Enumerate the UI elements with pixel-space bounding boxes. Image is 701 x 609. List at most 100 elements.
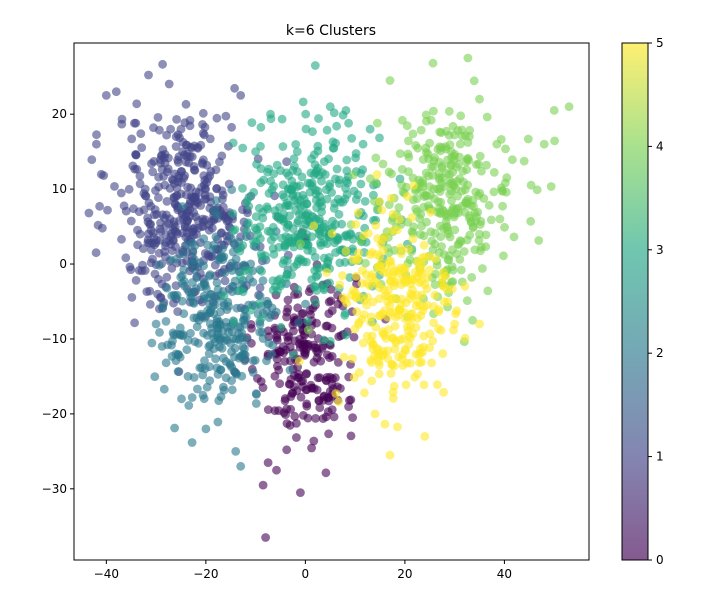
scatter-point bbox=[384, 325, 393, 334]
scatter-point bbox=[236, 351, 246, 361]
scatter-point bbox=[437, 279, 447, 289]
scatter-point bbox=[92, 130, 101, 140]
scatter-point bbox=[370, 409, 380, 419]
scatter-point bbox=[206, 252, 216, 262]
scatter-point bbox=[459, 247, 469, 256]
scatter-point bbox=[398, 334, 408, 344]
scatter-point bbox=[285, 365, 295, 375]
scatter-point bbox=[229, 282, 238, 291]
scatter-point bbox=[221, 373, 231, 383]
scatter-point bbox=[191, 284, 201, 294]
scatter-point bbox=[403, 149, 413, 159]
scatter-point bbox=[424, 201, 433, 210]
scatter-point bbox=[192, 322, 202, 332]
scatter-point bbox=[172, 115, 182, 124]
scatter-point bbox=[209, 240, 219, 250]
scatter-point bbox=[202, 284, 211, 294]
scatter-point bbox=[474, 235, 484, 245]
scatter-point bbox=[251, 389, 261, 399]
scatter-point bbox=[322, 268, 332, 277]
scatter-point bbox=[218, 243, 228, 253]
scatter-point bbox=[127, 293, 137, 302]
scatter-point bbox=[406, 333, 415, 343]
colorbar-frame bbox=[621, 42, 649, 561]
scatter-point bbox=[307, 246, 317, 256]
scatter-point bbox=[345, 395, 354, 405]
scatter-point bbox=[155, 328, 164, 337]
scatter-point bbox=[358, 338, 368, 348]
scatter-point bbox=[348, 413, 357, 422]
scatter-point bbox=[309, 340, 318, 350]
scatter-point bbox=[498, 201, 507, 211]
scatter-point bbox=[482, 160, 491, 170]
scatter-point bbox=[180, 281, 189, 291]
scatter-point bbox=[408, 173, 418, 183]
scatter-point bbox=[121, 253, 131, 263]
scatter-point bbox=[314, 114, 323, 123]
scatter-point bbox=[231, 447, 241, 456]
scatter-point bbox=[475, 151, 485, 161]
scatter-point bbox=[131, 118, 141, 128]
scatter-point bbox=[294, 370, 304, 379]
scatter-point bbox=[380, 232, 390, 242]
scatter-point bbox=[205, 376, 215, 385]
scatter-point bbox=[296, 488, 305, 497]
scatter-point bbox=[212, 113, 222, 123]
scatter-point bbox=[281, 232, 291, 241]
scatter-point bbox=[301, 299, 310, 309]
scatter-point bbox=[409, 222, 418, 232]
scatter-point bbox=[124, 184, 134, 194]
scatter-point bbox=[339, 352, 349, 362]
scatter-point bbox=[434, 307, 443, 317]
scatter-point bbox=[238, 184, 247, 193]
scatter-point bbox=[416, 265, 426, 275]
scatter-point bbox=[404, 167, 413, 177]
scatter-point bbox=[418, 188, 428, 198]
scatter-point bbox=[457, 131, 467, 141]
scatter-point bbox=[226, 234, 236, 243]
scatter-point bbox=[256, 122, 266, 132]
scatter-point bbox=[261, 533, 270, 542]
scatter-point bbox=[526, 216, 536, 226]
scatter-point bbox=[385, 76, 395, 85]
scatter-point bbox=[404, 244, 413, 254]
scatter-point bbox=[305, 305, 315, 315]
scatter-point bbox=[167, 175, 177, 184]
scatter-point bbox=[274, 365, 284, 375]
scatter-point bbox=[170, 423, 180, 433]
scatter-point bbox=[227, 258, 237, 268]
scatter-point bbox=[236, 334, 245, 343]
scatter-point bbox=[220, 268, 230, 278]
scatter-point bbox=[148, 167, 158, 177]
scatter-point bbox=[421, 143, 431, 153]
scatter-point bbox=[295, 195, 305, 205]
scatter-point bbox=[549, 106, 559, 115]
scatter-point bbox=[353, 190, 363, 200]
scatter-point bbox=[217, 151, 227, 161]
scatter-point bbox=[433, 144, 443, 154]
scatter-point bbox=[411, 204, 421, 214]
scatter-point bbox=[327, 229, 337, 238]
scatter-point bbox=[162, 272, 172, 282]
scatter-point bbox=[282, 223, 292, 233]
scatter-point bbox=[326, 336, 335, 346]
scatter-point bbox=[373, 262, 383, 271]
scatter-point bbox=[374, 360, 384, 370]
scatter-point bbox=[373, 234, 383, 243]
scatter-point bbox=[177, 394, 186, 404]
chart-title: k=6 Clusters bbox=[286, 23, 376, 39]
scatter-point bbox=[134, 207, 144, 217]
scatter-point bbox=[136, 129, 146, 139]
scatter-point bbox=[564, 102, 574, 112]
scatter-point bbox=[383, 354, 393, 364]
scatter-point bbox=[467, 273, 477, 282]
scatter-point bbox=[420, 432, 430, 441]
scatter-point bbox=[328, 143, 338, 153]
scatter-point bbox=[95, 201, 104, 211]
scatter-point bbox=[371, 221, 381, 230]
scatter-point bbox=[143, 217, 153, 227]
scatter-point bbox=[332, 235, 341, 245]
scatter-point bbox=[257, 252, 267, 262]
scatter-point bbox=[262, 356, 271, 366]
scatter-point bbox=[419, 240, 429, 250]
